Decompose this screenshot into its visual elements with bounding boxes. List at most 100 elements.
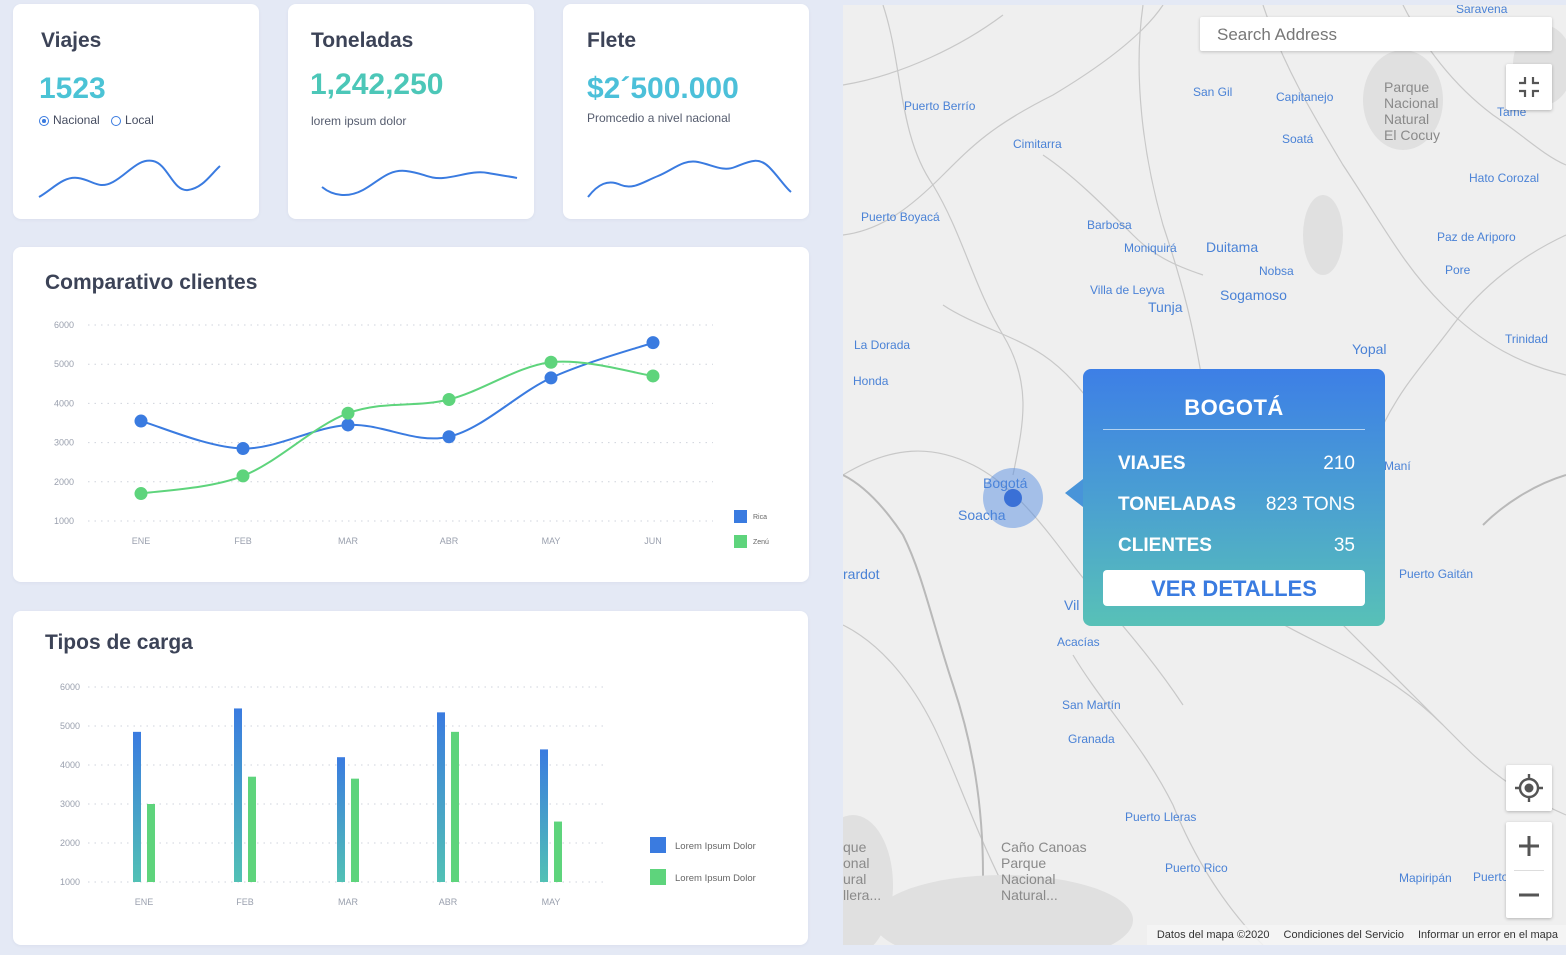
place-label: Bogotá <box>983 475 1028 491</box>
bar <box>147 804 155 882</box>
scope-radio-group: Nacional Local <box>39 113 162 127</box>
place-label: San Martín <box>1062 698 1121 712</box>
report-error-link[interactable]: Informar un error en el mapa <box>1417 929 1558 941</box>
legend-label: Rica <box>753 514 767 521</box>
bar <box>248 776 256 882</box>
popup-value: 210 <box>1323 453 1355 474</box>
minus-icon <box>1519 893 1539 897</box>
legend-swatch <box>734 510 747 523</box>
y-tick-label: 2000 <box>54 477 74 487</box>
section-title: Tipos de carga <box>45 631 193 654</box>
stat-subtitle: lorem ipsum dolor <box>311 114 407 128</box>
park-label-line: Parque <box>1384 79 1430 95</box>
radio-selected-icon <box>39 116 49 126</box>
place-label: Nobsa <box>1259 264 1294 278</box>
park-label: Caño Canoas Parque Nacional Natural... <box>1001 839 1087 903</box>
bar <box>554 821 562 882</box>
zoom-divider <box>1514 870 1544 871</box>
place-label: Tunja <box>1148 299 1183 315</box>
data-point <box>134 487 148 501</box>
place-label: Puerto Lleras <box>1125 810 1197 824</box>
x-tick-label: MAR <box>338 536 359 546</box>
place-label: Paz de Ariporo <box>1437 230 1516 244</box>
popup-divider <box>1103 429 1365 430</box>
line-chart: 1000 2000 3000 4000 5000 6000 ENE FEB MAR ABR MAY J… <box>54 320 769 548</box>
x-tick-label: FEB <box>236 897 254 907</box>
park-label: Parque Nacional Natural El Cocuy <box>1384 79 1440 143</box>
x-tick-label: MAY <box>542 536 561 546</box>
stat-value: 1,242,250 <box>310 68 444 101</box>
exit-fullscreen-button[interactable] <box>1506 64 1552 110</box>
map-panel[interactable]: Saravena San Gil Capitanejo Puerto Berrío Ta… <box>843 5 1566 945</box>
place-label: Puerto Gaitán <box>1399 567 1474 581</box>
bogota-marker[interactable] <box>978 463 1048 533</box>
park-label-line: llera... <box>843 887 882 903</box>
park-label-line: Nacional <box>1001 871 1056 887</box>
radio-local[interactable]: Local <box>111 113 154 127</box>
place-label: Puerto Rico <box>1165 861 1228 875</box>
data-point <box>236 469 250 483</box>
sparkline <box>587 159 792 198</box>
plus-icon <box>1519 836 1539 856</box>
place-label: Mapiripán <box>1399 871 1452 885</box>
y-tick-label: 3000 <box>54 438 74 448</box>
popup-value: 823 TONS <box>1265 494 1355 515</box>
y-tick-label: 1000 <box>54 516 74 526</box>
park-label-line: Nacional <box>1384 95 1439 111</box>
map-data-credit: Datos del mapa ©2020 <box>1156 929 1270 941</box>
radio-unselected-icon <box>111 116 122 126</box>
place-label: Vil <box>1064 597 1080 613</box>
x-tick-label: MAY <box>542 897 561 907</box>
park-label-line: El Cocuy <box>1384 127 1441 143</box>
stat-card-toneladas: Toneladas 1,242,250 lorem ipsum dolor <box>288 4 534 219</box>
ver-detalles-button[interactable]: VER DETALLES <box>1103 570 1365 606</box>
park-label-line: Caño Canoas <box>1001 839 1087 855</box>
place-label: Puerto <box>1473 870 1509 884</box>
zoom-out-button[interactable] <box>1506 871 1552 919</box>
bar <box>234 708 242 882</box>
y-tick-label: 1000 <box>60 877 80 887</box>
popup-label: TONELADAS <box>1118 494 1236 515</box>
map-footer: Datos del mapa ©2020 Condiciones del Ser… <box>1146 925 1566 945</box>
park-label-line: Natural... <box>1001 887 1058 903</box>
bar-chart-card: Tipos de carga 1000 2000 3000 4000 5000 6000 E… <box>13 611 808 945</box>
data-point <box>134 414 148 428</box>
data-point <box>442 430 456 444</box>
park-label-line: que <box>843 839 867 855</box>
place-label: Barbosa <box>1087 218 1132 232</box>
stat-title: Viajes <box>41 29 102 52</box>
zoom-in-button[interactable] <box>1506 822 1552 870</box>
data-point <box>646 336 660 350</box>
y-tick-label: 5000 <box>54 359 74 369</box>
stat-card-viajes: Viajes 1523 Nacional Local <box>13 4 259 219</box>
my-location-button[interactable] <box>1506 765 1552 811</box>
address-search[interactable] <box>1200 17 1552 53</box>
popup-row-toneladas: TONELADAS 823 TONS <box>1118 494 1355 516</box>
section-title: Comparativo clientes <box>45 271 258 294</box>
line-chart-card: Comparativo clientes 1000 2000 3000 4000 500… <box>13 247 809 582</box>
place-label: La Dorada <box>854 338 911 352</box>
bar <box>133 731 141 882</box>
bar <box>451 731 459 882</box>
place-label: Villa de Leyva <box>1090 283 1165 297</box>
x-tick-label: ENE <box>132 536 151 546</box>
data-point <box>544 371 558 385</box>
y-tick-label: 3000 <box>60 799 80 809</box>
place-label: Saravena <box>1456 5 1508 16</box>
park-label-line: onal <box>843 855 870 871</box>
stat-value: 1523 <box>39 72 106 105</box>
terms-link[interactable]: Condiciones del Servicio <box>1283 929 1404 941</box>
sparkline <box>38 159 221 198</box>
place-label: Capitanejo <box>1276 90 1334 104</box>
popup-label: CLIENTES <box>1118 535 1212 556</box>
place-label: Puerto Boyacá <box>861 210 940 224</box>
data-point <box>236 441 250 455</box>
place-label: rardot <box>843 566 880 582</box>
legend-label: Lorem Ipsum Dolor <box>675 873 756 884</box>
data-point <box>442 392 456 406</box>
search-input[interactable] <box>1200 17 1539 53</box>
radio-nacional[interactable]: Nacional <box>39 113 100 127</box>
zoom-controls <box>1506 822 1552 918</box>
place-label: Soatá <box>1282 132 1314 146</box>
place-label: Hato Corozal <box>1469 171 1540 185</box>
